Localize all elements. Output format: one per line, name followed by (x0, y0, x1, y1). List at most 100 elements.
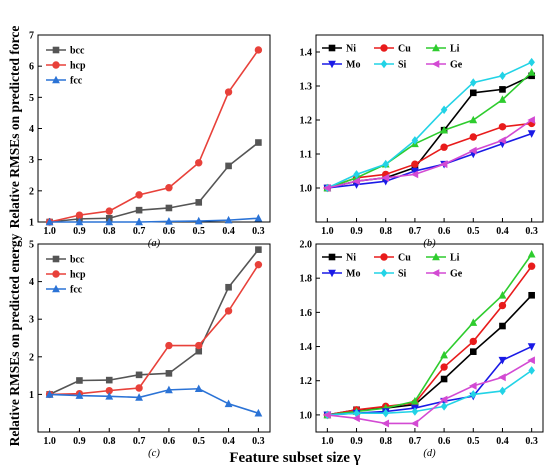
panel-b-x-tick-label: 0.4 (496, 226, 509, 237)
panel-c-frame (37, 243, 271, 433)
panel-d-series-li-point (498, 290, 507, 299)
panel-a-series-hcp-point (224, 88, 233, 96)
panel-a-series-fcc-point (105, 217, 114, 226)
panel-b-series-cu-line (327, 122, 532, 189)
panel-d-series-si-point (382, 408, 390, 418)
panel-c-y-tick-label: 1 (29, 390, 34, 401)
panel-b-series-li-point (527, 68, 536, 76)
panel-b-y-tick-label: 1.4 (300, 48, 313, 59)
panel-a-series-bcc-point (165, 204, 173, 212)
panel-d-series-si-point (469, 390, 477, 399)
panel-d-legend-li-label: Li (450, 253, 460, 264)
panel-d-series-cu-point (498, 301, 507, 310)
panel-d-series-ge-point (498, 373, 506, 382)
panel-d-panel-label: (d) (423, 448, 436, 459)
panel-d-y-tick-label: 1.4 (300, 342, 313, 353)
panel-d-series-mo-line (327, 345, 532, 416)
panel-b-series-si-point (528, 57, 535, 67)
panel-c: 1.0 0.9 0.8 0.7 0.6 0.5 0.4 0.3 1 2 3 4 5 bcc hcp fcc (c… (29, 240, 271, 459)
panel-a-series-fcc-line (49, 217, 259, 223)
panel-d-legend-si-marker (380, 268, 388, 278)
panel-d-series-ge-point (410, 419, 419, 428)
panel-b-x-tick-label: 0.9 (350, 226, 363, 237)
panel-a-series-fcc-point (165, 217, 173, 225)
panel-d-legend-li-marker (432, 252, 440, 261)
panel-d-y-tick-label: 1.8 (300, 274, 313, 285)
panel-d-series-li-point (469, 318, 478, 326)
panel-b-frame (315, 34, 544, 223)
panel-b-series-ge-point (381, 173, 390, 182)
panel-d-series-li-line (327, 253, 533, 416)
panel-c-series-bcc-line (49, 249, 260, 396)
panel-d-series-ge-point (468, 381, 477, 390)
panel-a-series-hcp-point (165, 184, 173, 192)
panel-a-y-tick-label: 4 (29, 124, 34, 135)
panel-d: 1.0 0.9 0.8 0.7 0.6 0.5 0.4 0.3 1.0 1.2 1.4 1.6 1.8 2… (300, 240, 544, 459)
panel-d-series-ni-point (469, 348, 477, 355)
panel-c-series-fcc-point (165, 385, 173, 394)
panel-d-legend-ni-marker (328, 253, 336, 261)
panel-b-series-si-line (327, 61, 532, 189)
panel-b-x-tick-label: 0.3 (525, 226, 538, 237)
panel-b-series-ge-point (468, 146, 477, 155)
panel-d-legend-ge-label: Ge (450, 269, 463, 280)
panel-c-x-tick-label: 0.3 (252, 436, 265, 447)
panel-b-series-ge-point (527, 116, 535, 124)
panel-c-x-tick-label: 0.6 (163, 436, 176, 447)
panel-c-legend-hcp-label: hcp (70, 270, 86, 281)
panel-c-series-bcc-point (135, 371, 143, 379)
y-axis-label-energy: Relative RMSEs on predicted energy (7, 233, 22, 446)
panel-a-legend-fcc-marker (52, 75, 60, 84)
panel-d-x-tick-label: 0.7 (409, 436, 422, 447)
panel-a-series-hcp-point (105, 207, 113, 215)
panel-c-legend: bcc hcp fcc (46, 255, 86, 296)
panel-c-series-hcp-point (254, 260, 263, 269)
panel-b-legend-ge-label: Ge (450, 60, 463, 71)
panel-a-legend-bcc-label: bcc (70, 46, 85, 57)
panel-d-x-tick-label: 0.3 (525, 436, 538, 447)
panel-a-x-tick-label: 0.3 (252, 226, 265, 237)
panel-b-legend-mo-marker (328, 60, 336, 69)
panel-b-series-ge-point (439, 160, 448, 169)
panel-c-legend-hcp-marker (52, 270, 60, 278)
panel-b-x-tick-label: 1.0 (321, 226, 334, 237)
panel-b-series-cu (323, 119, 536, 192)
panel-b-x-tick-label: 0.7 (409, 226, 422, 237)
panel-d-legend-cu-marker (380, 253, 388, 261)
panel-a-series-hcp-point (254, 46, 263, 54)
panel-d-y-tick-label: 1.0 (300, 410, 313, 421)
panel-a-x-tick-label: 0.5 (192, 226, 205, 237)
panel-b-legend-ni-label: Ni (346, 44, 356, 55)
panel-b-x-tick-label: 0.6 (438, 226, 451, 237)
panel-a-y-tick-label: 1 (29, 218, 34, 229)
panel-b-legend-mo-label: Mo (346, 60, 360, 71)
panel-c-series-bcc-point (165, 370, 173, 377)
panel-d-series-ge-point (439, 395, 448, 404)
panel-d-series-si-point (440, 402, 448, 411)
panel-b-series-si-point (440, 105, 448, 115)
panel-a-series-fcc-point (254, 213, 263, 222)
panel-d-series-si-point (499, 386, 506, 396)
panel-a-legend-hcp-marker (52, 61, 60, 69)
panel-d-series-cu-point (440, 363, 448, 371)
panel-b-x-tick-label: 0.5 (467, 226, 480, 237)
panel-d-series-ni-point (440, 375, 448, 383)
panel-a-y-tick-label: 2 (29, 186, 34, 197)
panel-a-legend: bcc hcp fcc (46, 46, 86, 87)
panel-b: 1.0 0.9 0.8 0.7 0.6 0.5 0.4 0.3 1.0 1.1 1.2 1.3 1.4 N… (300, 34, 544, 249)
panel-d-series-ge-point (527, 356, 535, 365)
panel-b-legend-li-label: Li (450, 44, 460, 55)
panel-d-series-ge-point (352, 414, 360, 423)
panel-b-series-ge-point (410, 170, 419, 179)
panel-d-y-tick-label: 1.6 (300, 308, 313, 319)
panel-b-legend-cu-marker (380, 44, 388, 52)
panel-b-series-mo-line (327, 132, 532, 189)
panel-d-series-ni-line (327, 294, 533, 416)
panel-a-x-tick-label: 0.8 (103, 226, 116, 237)
panel-a-series-bcc-point (225, 162, 232, 170)
panel-a-series-hcp-line (49, 49, 260, 223)
panel-d-series-ni-point (499, 322, 506, 330)
panel-c-series-fcc-point (194, 384, 203, 393)
panel-c-y-tick-label: 4 (29, 277, 34, 288)
